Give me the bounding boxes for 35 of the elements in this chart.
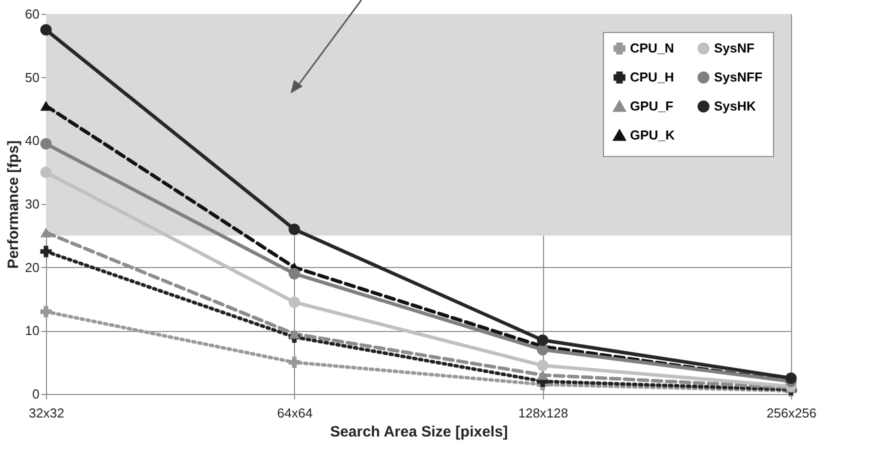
x-tick-label: 32x32 <box>28 406 64 420</box>
point <box>536 360 548 372</box>
x-tick-label: 256x256 <box>766 406 816 420</box>
legend-label: SysNFF <box>714 70 762 84</box>
legend-label: GPU_F <box>630 98 674 114</box>
x-tick-label: 64x64 <box>277 406 313 420</box>
point <box>40 138 52 150</box>
legend-label: SysNF <box>714 40 755 56</box>
point <box>536 334 548 346</box>
point <box>40 24 52 36</box>
legend-label: CPU_H <box>630 70 674 84</box>
legend-label: SysHK <box>714 98 757 114</box>
y-tick-label: 40 <box>25 133 40 148</box>
point <box>288 356 300 368</box>
legend-label: GPU_K <box>630 128 676 142</box>
y-axis-title: Performance [fps] <box>5 140 22 269</box>
point <box>536 344 548 356</box>
x-tick-label: 128x128 <box>518 406 568 420</box>
y-tick-label: 60 <box>25 6 40 22</box>
point <box>40 246 52 258</box>
point <box>536 370 548 380</box>
point <box>288 328 300 339</box>
y-tick-label: 20 <box>25 260 40 275</box>
point <box>785 372 797 384</box>
y-tick-label: 0 <box>32 386 40 402</box>
point <box>288 224 300 236</box>
point <box>40 306 52 318</box>
y-tick-label: 30 <box>25 196 40 212</box>
y-tick-label: 50 <box>25 70 40 85</box>
point <box>40 166 52 178</box>
y-tick-label: 10 <box>25 323 40 338</box>
point <box>288 296 300 308</box>
x-axis-title: Search Area Size [pixels] <box>330 424 508 440</box>
legend-label: CPU_N <box>630 40 674 56</box>
point <box>40 228 52 238</box>
